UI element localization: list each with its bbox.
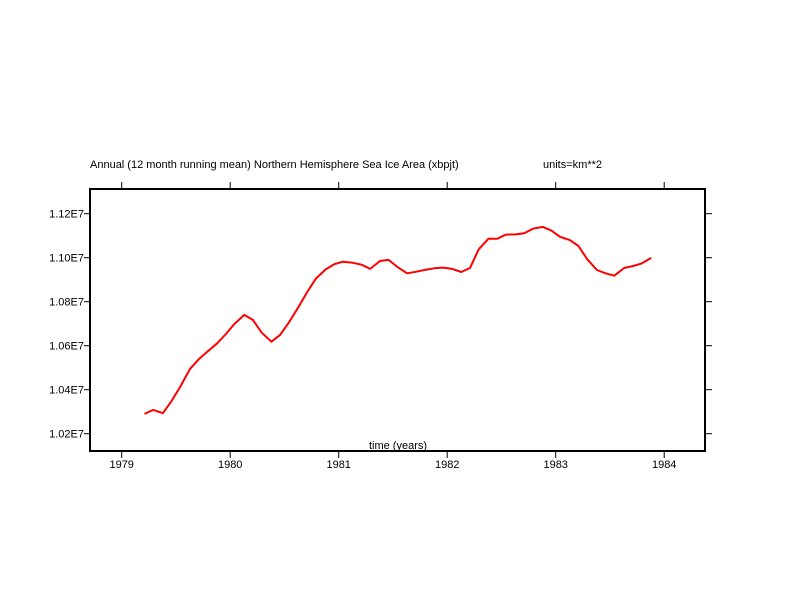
y-tick-label: 1.10E7 <box>49 253 84 265</box>
y-tick-label: 1.04E7 <box>49 385 84 397</box>
x-tick-label: 1983 <box>543 459 567 471</box>
series-line <box>144 225 652 415</box>
x-tick-label: 1982 <box>435 459 459 471</box>
y-tick-label: 1.02E7 <box>49 429 84 441</box>
y-tick-label: 1.12E7 <box>49 209 84 221</box>
x-axis-label: time (years) <box>369 440 427 452</box>
x-tick-label: 1981 <box>326 459 350 471</box>
x-tick-label: 1979 <box>109 459 133 471</box>
y-tick-label: 1.08E7 <box>49 297 84 309</box>
x-tick-label: 1980 <box>218 459 242 471</box>
x-tick-label: 1984 <box>652 459 676 471</box>
units-label: units=km**2 <box>543 159 602 171</box>
plot-frame <box>89 188 706 452</box>
y-tick-label: 1.06E7 <box>49 341 84 353</box>
chart-title: Annual (12 month running mean) Northern … <box>90 159 459 171</box>
